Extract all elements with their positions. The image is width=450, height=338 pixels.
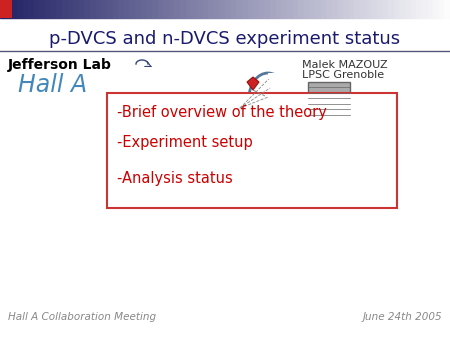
Bar bbox=[349, 0, 355, 18]
Bar bbox=[377, 0, 382, 18]
Bar bbox=[124, 0, 130, 18]
Bar bbox=[410, 0, 416, 18]
Bar bbox=[95, 0, 101, 18]
Bar bbox=[310, 0, 315, 18]
Text: -Analysis status: -Analysis status bbox=[117, 170, 233, 186]
Bar bbox=[230, 0, 236, 18]
Bar bbox=[445, 0, 450, 18]
Bar bbox=[365, 0, 371, 18]
Bar bbox=[315, 0, 320, 18]
Bar bbox=[225, 0, 230, 18]
Bar bbox=[28, 0, 34, 18]
Text: LPSC Grenoble: LPSC Grenoble bbox=[302, 70, 384, 80]
Bar bbox=[101, 0, 107, 18]
Text: p-DVCS and n-DVCS experiment status: p-DVCS and n-DVCS experiment status bbox=[50, 30, 400, 48]
Bar bbox=[355, 0, 360, 18]
Bar bbox=[68, 0, 73, 18]
Bar bbox=[5, 0, 11, 18]
Text: June 24th 2005: June 24th 2005 bbox=[362, 312, 442, 322]
Bar bbox=[422, 0, 427, 18]
Bar bbox=[79, 0, 85, 18]
Bar bbox=[185, 0, 191, 18]
Bar bbox=[326, 0, 332, 18]
Bar bbox=[248, 0, 253, 18]
Bar bbox=[50, 0, 56, 18]
FancyArrow shape bbox=[184, 97, 226, 124]
Text: -Experiment setup: -Experiment setup bbox=[117, 136, 253, 150]
Bar bbox=[73, 0, 79, 18]
Text: -Brief overview of the theory: -Brief overview of the theory bbox=[117, 105, 327, 121]
Bar bbox=[371, 0, 377, 18]
Bar bbox=[22, 0, 28, 18]
Bar bbox=[292, 0, 298, 18]
Bar bbox=[169, 0, 175, 18]
Bar bbox=[308, 82, 350, 120]
Bar bbox=[118, 0, 124, 18]
Bar bbox=[214, 0, 220, 18]
Bar bbox=[112, 0, 118, 18]
Bar bbox=[388, 0, 394, 18]
Bar bbox=[152, 0, 158, 18]
Bar bbox=[0, 0, 5, 18]
Bar bbox=[62, 0, 68, 18]
Bar bbox=[158, 0, 163, 18]
Bar bbox=[135, 0, 140, 18]
Bar bbox=[220, 0, 225, 18]
Bar bbox=[382, 0, 388, 18]
Bar bbox=[304, 0, 310, 18]
Bar bbox=[0, 0, 12, 18]
Bar bbox=[242, 0, 248, 18]
Bar bbox=[287, 0, 292, 18]
Bar bbox=[175, 0, 180, 18]
Text: Hall A: Hall A bbox=[18, 73, 87, 97]
Bar bbox=[11, 0, 17, 18]
Text: Jefferson Lab: Jefferson Lab bbox=[8, 58, 112, 72]
Bar bbox=[202, 0, 208, 18]
Bar bbox=[107, 0, 112, 18]
Text: Hall A Collaboration Meeting: Hall A Collaboration Meeting bbox=[8, 312, 156, 322]
Bar bbox=[85, 0, 90, 18]
Bar bbox=[265, 0, 270, 18]
Bar bbox=[140, 0, 146, 18]
Polygon shape bbox=[247, 77, 259, 90]
Bar bbox=[130, 0, 135, 18]
Bar bbox=[197, 0, 202, 18]
Bar bbox=[394, 0, 400, 18]
Bar bbox=[439, 0, 445, 18]
Bar bbox=[236, 0, 242, 18]
Bar bbox=[343, 0, 349, 18]
Bar bbox=[191, 0, 197, 18]
Bar bbox=[298, 0, 304, 18]
Bar bbox=[405, 0, 410, 18]
Bar bbox=[416, 0, 422, 18]
Bar bbox=[17, 0, 22, 18]
Bar bbox=[338, 0, 343, 18]
Bar bbox=[180, 0, 185, 18]
Bar bbox=[45, 0, 50, 18]
Bar bbox=[107, 93, 397, 208]
Bar bbox=[163, 0, 169, 18]
Bar bbox=[208, 0, 214, 18]
Bar bbox=[40, 0, 45, 18]
Bar bbox=[433, 0, 439, 18]
Bar bbox=[34, 0, 40, 18]
Bar bbox=[275, 0, 281, 18]
Bar bbox=[320, 0, 326, 18]
Bar bbox=[360, 0, 365, 18]
Bar bbox=[428, 0, 433, 18]
Bar bbox=[146, 0, 152, 18]
Bar bbox=[332, 0, 338, 18]
Bar bbox=[90, 0, 95, 18]
Bar bbox=[400, 0, 405, 18]
Bar bbox=[56, 0, 62, 18]
Text: Malek MAZOUZ: Malek MAZOUZ bbox=[302, 60, 387, 70]
Bar bbox=[253, 0, 259, 18]
Bar bbox=[268, 73, 290, 123]
Bar bbox=[259, 0, 265, 18]
Bar bbox=[270, 0, 275, 18]
Bar bbox=[281, 0, 287, 18]
